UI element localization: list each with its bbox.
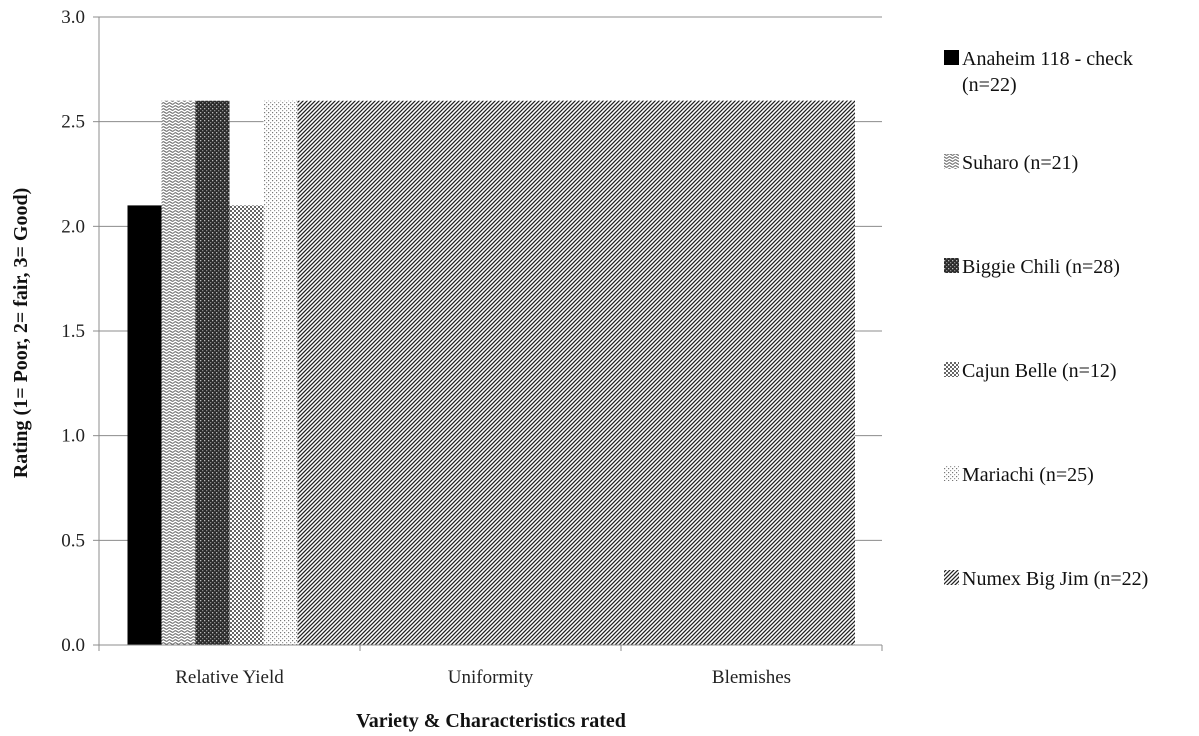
y-tick-label: 0.5 (61, 530, 85, 551)
legend-label: Biggie Chili (n=28) (962, 256, 1120, 278)
legend: Anaheim 118 - check (n=22) Suharo (n=21) Bi… (944, 48, 1148, 590)
bar-4 (229, 205, 264, 645)
axis-titles: Variety & Characteristics rated Rating (… (10, 188, 626, 732)
bar-6 (819, 100, 855, 645)
bar-3 (195, 100, 230, 645)
x-tick-label: Uniformity (448, 667, 534, 688)
legend-swatch (944, 466, 959, 481)
y-tick-label: 0.0 (61, 635, 85, 656)
x-tick-label: Blemishes (712, 667, 791, 688)
y-axis-title: Rating (1= Poor, 2= fair, 3= Good) (10, 188, 32, 479)
x-tick-label: Relative Yield (175, 667, 284, 688)
bar-6 (558, 100, 855, 645)
y-tick-label: 2.5 (61, 112, 85, 133)
legend-swatch (944, 570, 959, 585)
legend-label: Anaheim 118 - check (n=22) (962, 48, 1133, 96)
x-axis-title: Variety & Characteristics rated (356, 710, 626, 732)
legend-swatch (944, 362, 959, 377)
legend-swatch (944, 154, 959, 169)
bar-5 (263, 100, 298, 645)
legend-label: Mariachi (n=25) (962, 464, 1094, 486)
legend-swatch (944, 50, 959, 65)
legend-label: Suharo (n=21) (962, 152, 1078, 174)
legend-label: Numex Big Jim (n=22) (962, 568, 1148, 590)
bar-2 (161, 100, 196, 645)
y-tick-label: 1.0 (61, 426, 85, 447)
legend-label: Cajun Belle (n=12) (962, 360, 1117, 382)
y-tick-label: 1.5 (61, 321, 85, 342)
plot-area: 0.0 0.5 1.0 1.5 2.0 2.5 3.0 Relative Yield Unifo… (61, 7, 883, 688)
y-tick-label: 2.0 (61, 216, 85, 237)
bar-1 (127, 205, 162, 645)
legend-swatch (944, 258, 959, 273)
y-tick-label: 3.0 (61, 7, 85, 28)
